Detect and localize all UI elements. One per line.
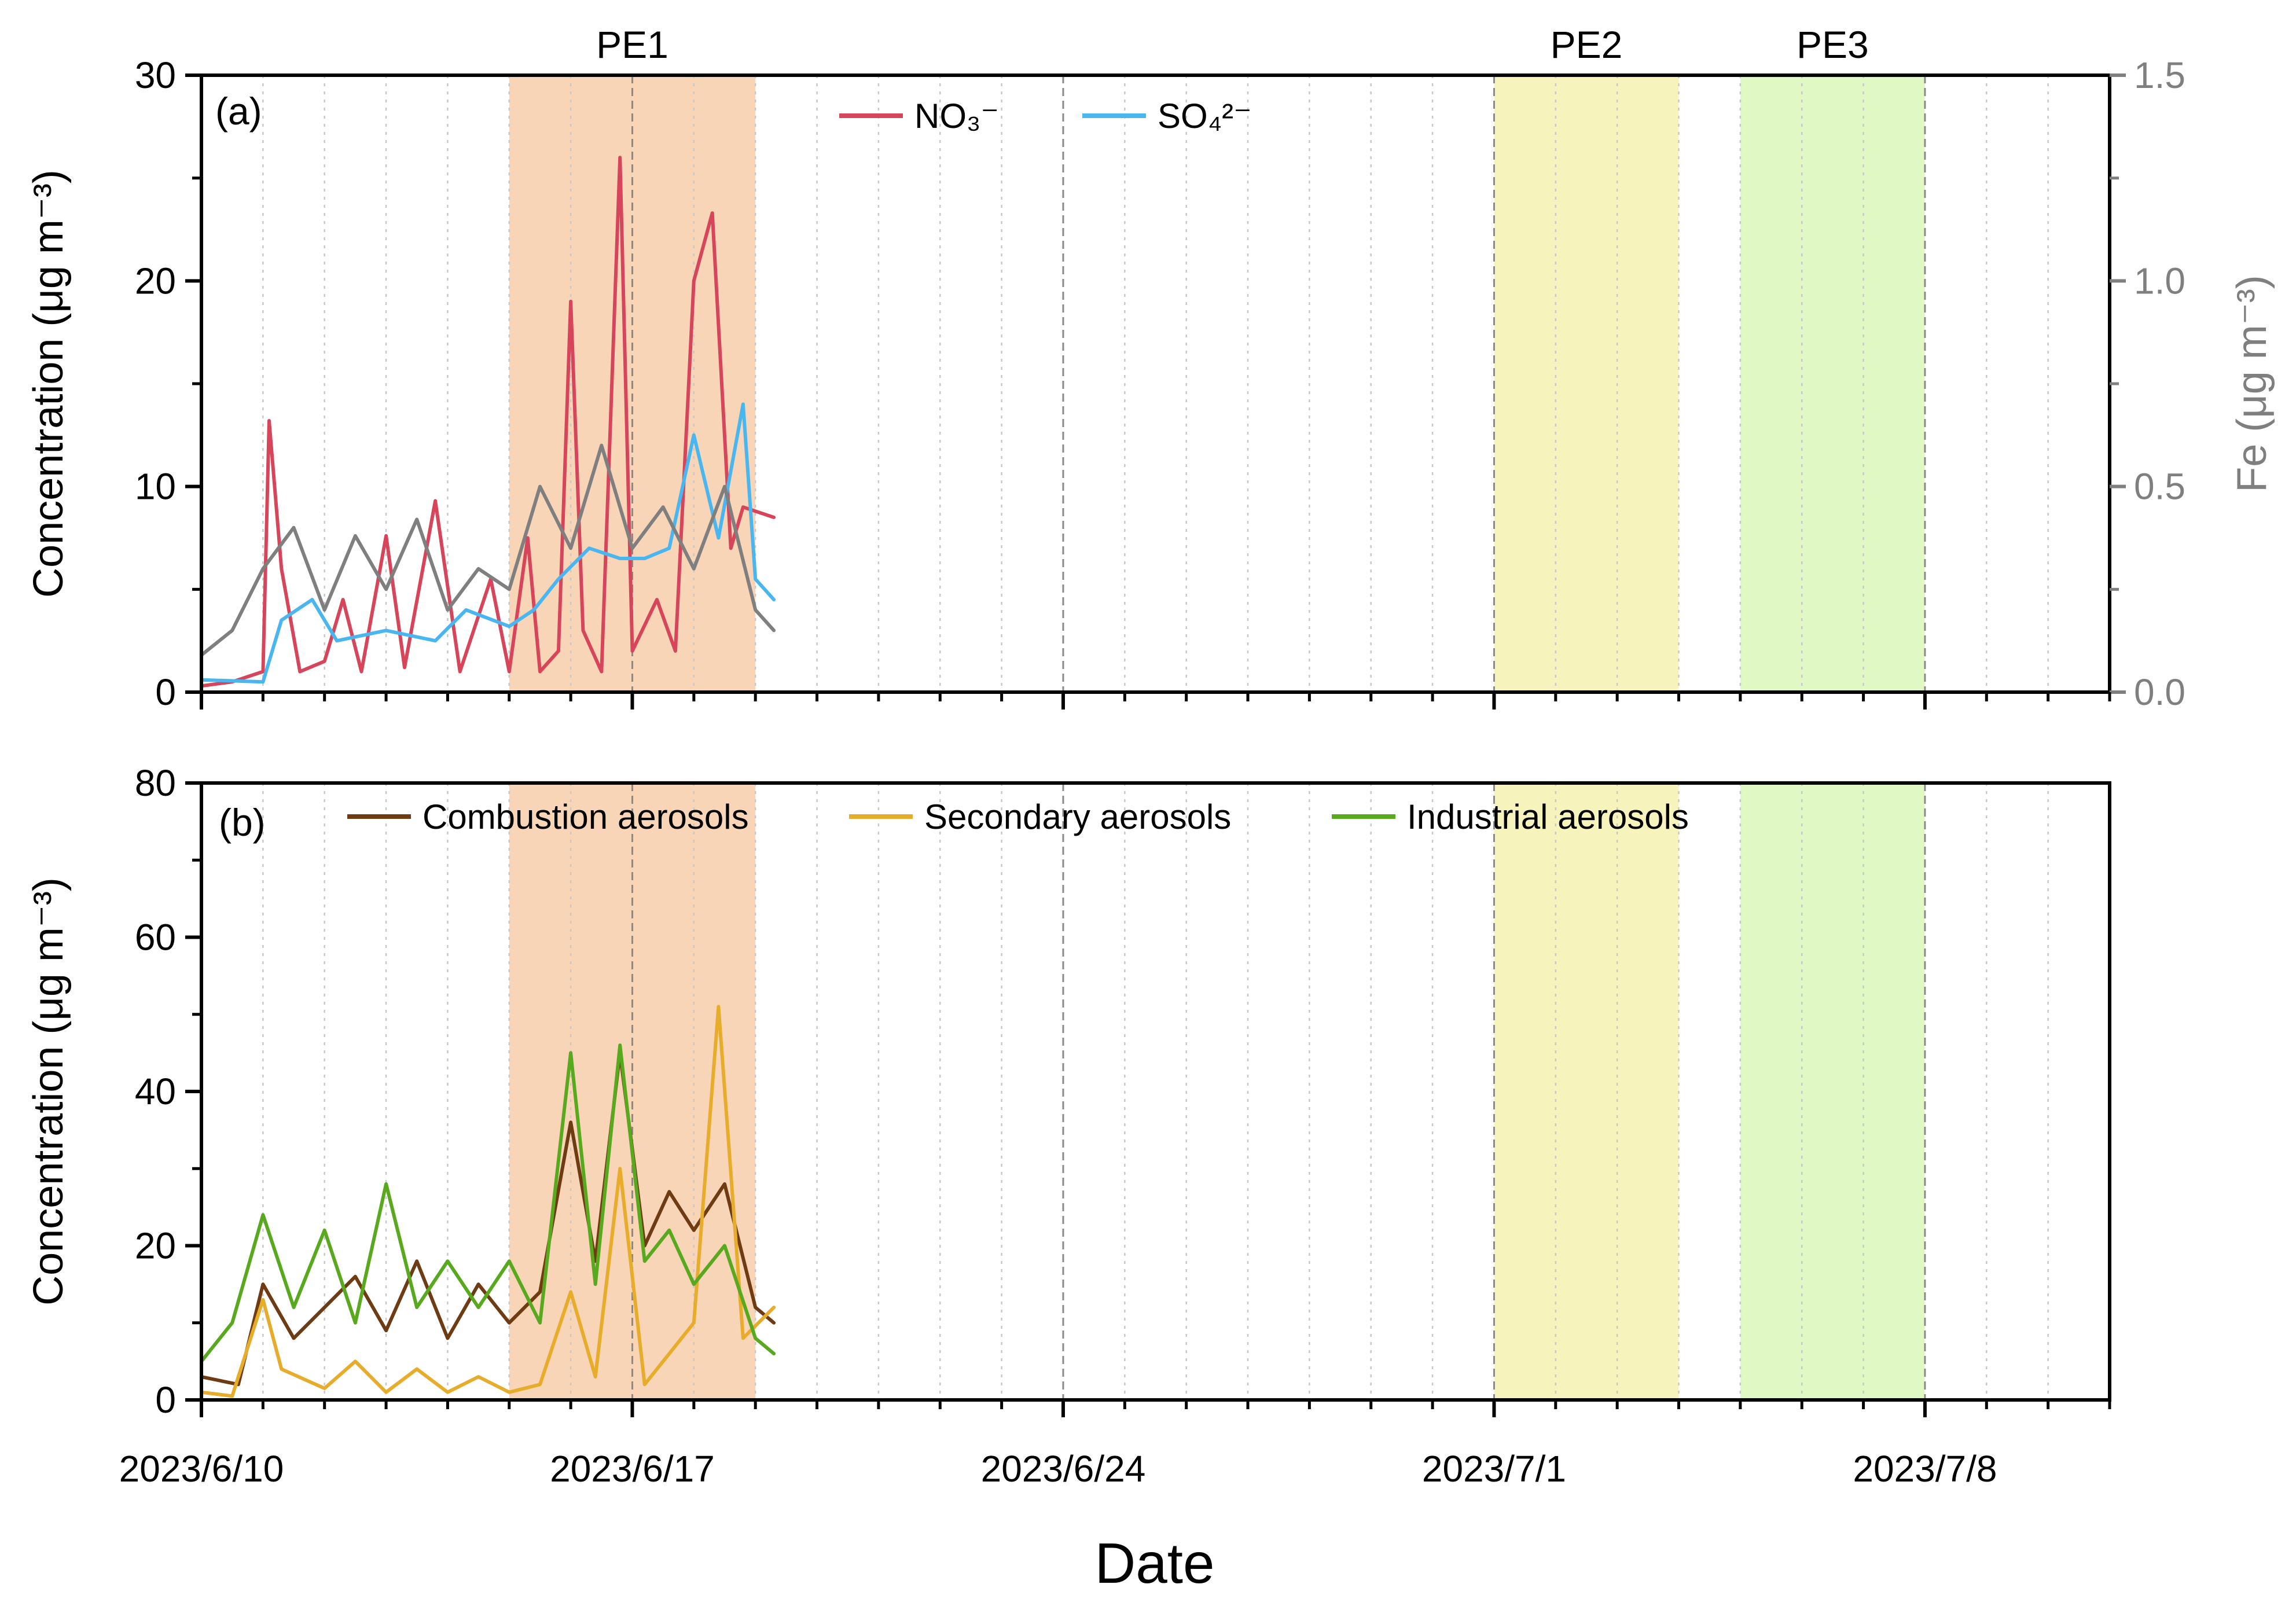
series-a [201, 156, 776, 688]
y2-tick-label: 1.0 [2134, 260, 2185, 302]
series-line-secondary-aerosols [201, 1005, 776, 1398]
legend-label: Combustion aerosols [423, 797, 749, 836]
panel-b: 0 20 40 60 80 (b) Concentration (μg m⁻³) Com… [25, 762, 2111, 1421]
x-axis-ticks-a [200, 692, 2111, 710]
series-line-no- [201, 156, 776, 688]
y2-tick-label: 1.5 [2134, 54, 2185, 96]
y-axis-a: 0 10 20 30 [135, 54, 201, 713]
period-band-pe2 [1494, 75, 1679, 692]
series-line-combustion-aerosols [201, 1051, 776, 1387]
y-axis-b: 0 20 40 60 80 [135, 762, 201, 1421]
period-label-pe1: PE1 [596, 23, 668, 66]
series-line-so- [201, 402, 776, 684]
series-line-industrial-aerosols [201, 1043, 776, 1363]
legend-label: Secondary aerosols [924, 797, 1231, 836]
y-tick-label: 40 [135, 1071, 176, 1112]
period-band-pe3 [1740, 75, 1925, 692]
y-tick-label: 80 [135, 762, 176, 804]
y-axis-title-b: Concentration (μg m⁻³) [25, 877, 72, 1306]
x-tick-label: 2023/7/1 [1422, 1448, 1566, 1490]
x-tick-labels: 2023/6/10 2023/6/17 2023/6/24 2023/7/1 2023/… [119, 1448, 1997, 1490]
y-axis-title-a: Concentration (μg m⁻³) [25, 170, 72, 598]
y-tick-label: 10 [135, 466, 176, 508]
legend-label: SO₄²⁻ [1158, 97, 1252, 135]
series-line-fe [201, 443, 776, 657]
period-label-pe2: PE2 [1551, 23, 1623, 66]
panel-label-b: (b) [219, 801, 266, 844]
y-tick-label: 20 [135, 1225, 176, 1267]
legend-label: NO₃⁻ [914, 97, 999, 135]
period-labels: PE1 PE2 PE3 [596, 23, 1869, 66]
legend-b: Combustion aerosols Secondary aerosols Ind… [347, 797, 1689, 836]
x-tick-label: 2023/6/17 [550, 1448, 715, 1490]
y-tick-label: 0 [155, 1379, 176, 1421]
x-axis-title: Date [1094, 1531, 1214, 1595]
period-label-pe3: PE3 [1797, 23, 1869, 66]
period-band-pe2 [1494, 783, 1679, 1400]
period-bands-b [509, 783, 1925, 1400]
y2-axis-a: 0.0 0.5 1.0 1.5 [2110, 54, 2185, 713]
panel-a: PE1 PE2 PE3 0 10 20 30 0.0 0.5 1.0 1.5 (a) Conce… [25, 23, 2275, 713]
panel-label-a: (a) [215, 90, 262, 133]
y2-tick-label: 0.0 [2134, 671, 2185, 713]
x-tick-label: 2023/6/24 [981, 1448, 1146, 1490]
y2-tick-label: 0.5 [2134, 466, 2185, 508]
series-b [201, 1005, 776, 1398]
x-axis-ticks-b [200, 1400, 2111, 1417]
legend-a: NO₃⁻ SO₄²⁻ [839, 97, 1252, 135]
y-tick-label: 30 [135, 54, 176, 96]
period-band-pe3 [1740, 783, 1925, 1400]
y-tick-label: 0 [155, 671, 176, 713]
grid-b [262, 783, 2111, 1400]
x-tick-label: 2023/6/10 [119, 1448, 284, 1490]
y-tick-label: 20 [135, 260, 176, 302]
legend-label: Industrial aerosols [1407, 797, 1689, 836]
x-tick-label: 2023/7/8 [1853, 1448, 1997, 1490]
y-tick-label: 60 [135, 917, 176, 958]
y2-axis-title-a: Fe (μg m⁻³) [2229, 275, 2275, 492]
